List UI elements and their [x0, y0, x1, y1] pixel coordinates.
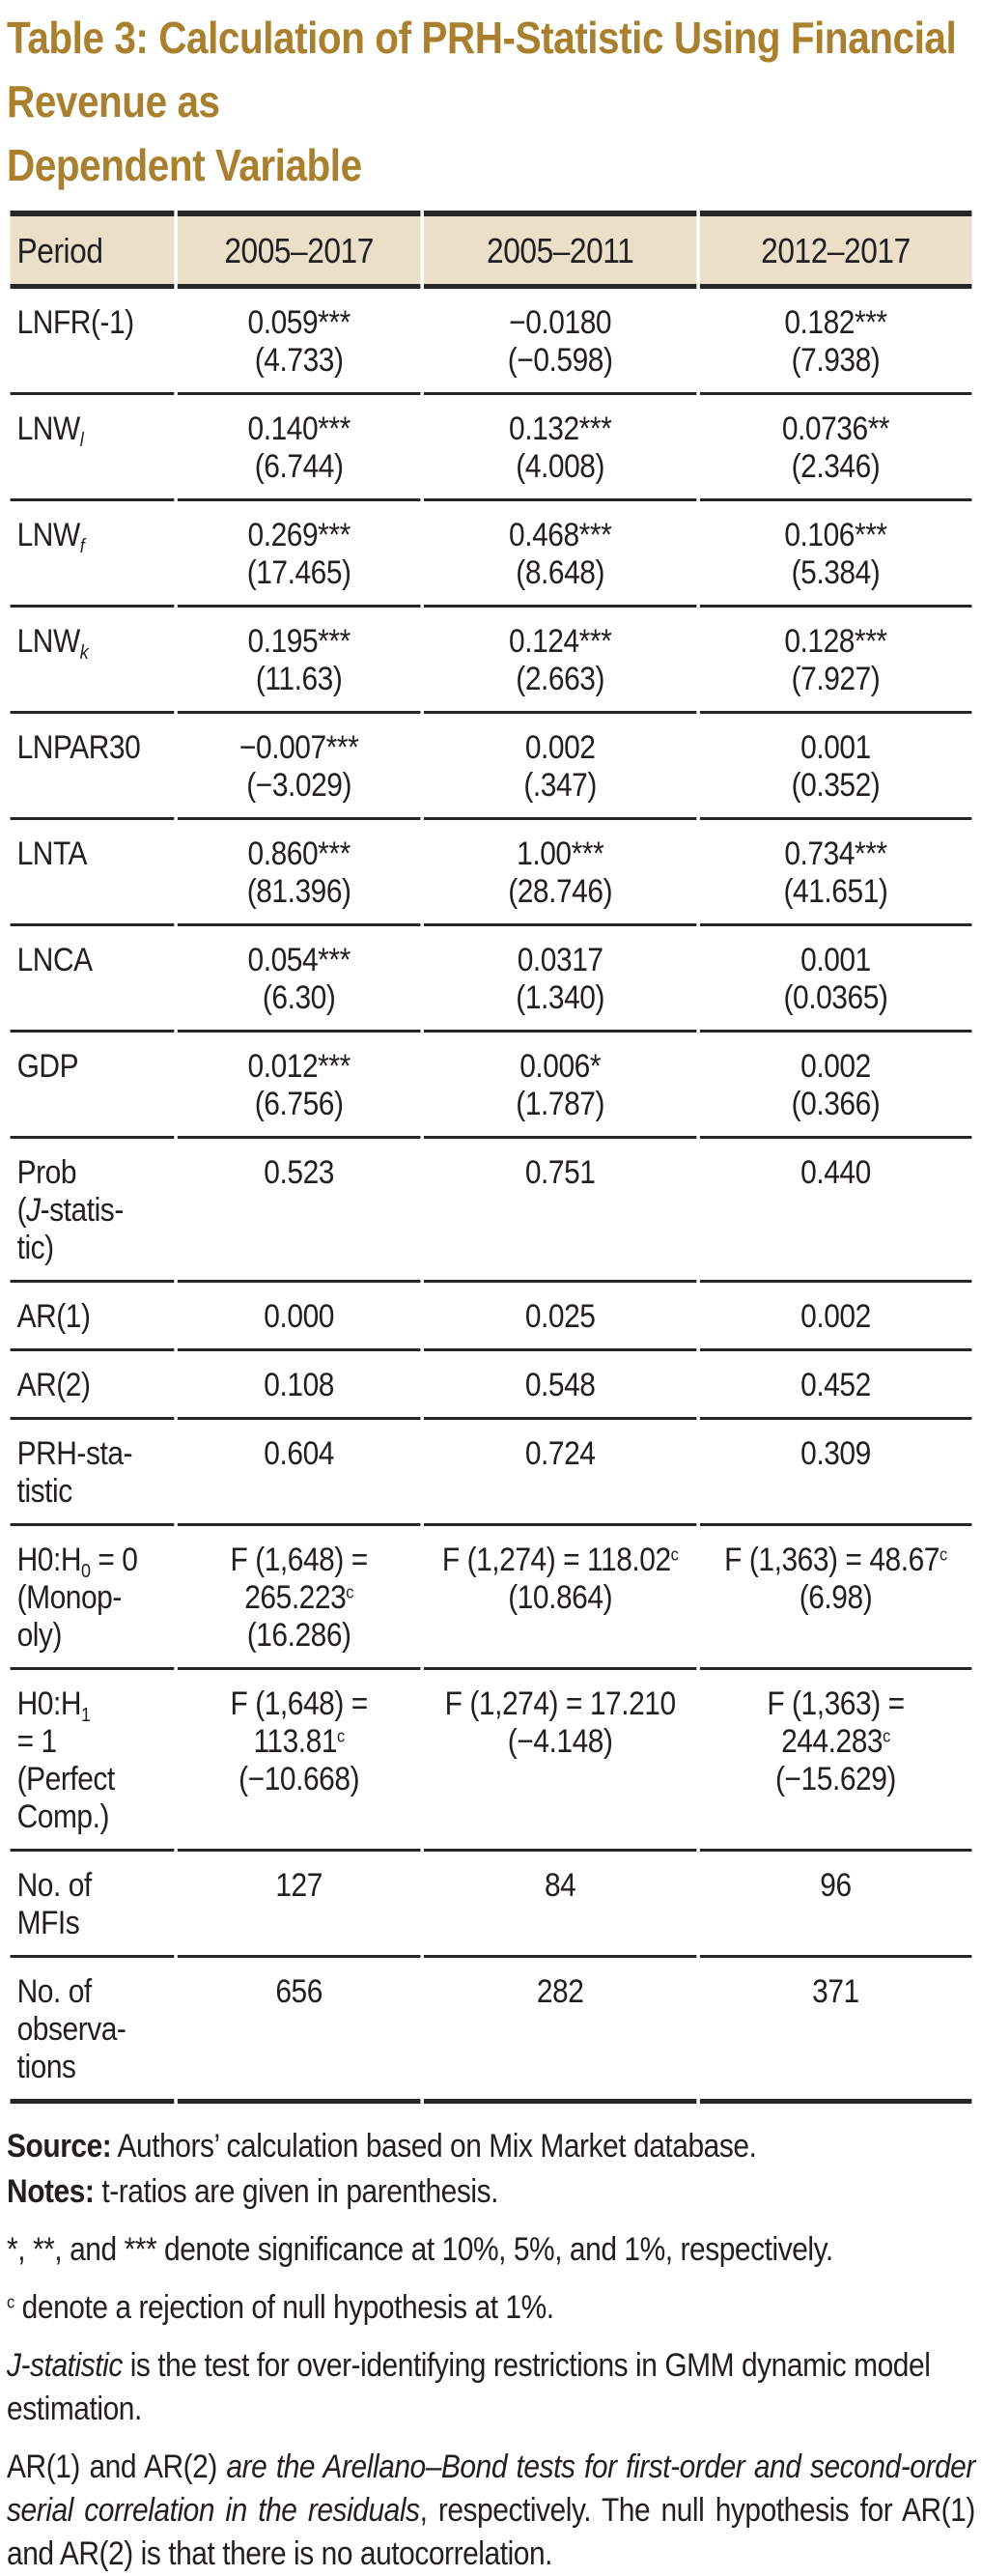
row-label: LNFR(-1) — [10, 289, 175, 395]
row-cell: 0.001 (0.352) — [699, 714, 972, 820]
row-cell: 0.604 — [177, 1420, 421, 1526]
table-row: LNWk 0.195*** (11.63) 0.124*** (2.663) 0.128*… — [10, 608, 972, 714]
column-header-period: Period — [10, 211, 175, 289]
table-row: H0:H1 = 1 (Perfect Comp.) F (1,648) = 113.81c… — [10, 1670, 972, 1852]
row-cell: F (1,274) = 118.02c (10.864) — [424, 1526, 697, 1670]
table-row: GDP 0.012*** (6.756) 0.006* (1.787) 0.002 (0.3… — [10, 1033, 972, 1139]
table-row: No. of observa-tions 656 282 371 — [10, 1958, 972, 2104]
row-cell: 0.195*** (11.63) — [177, 608, 421, 714]
row-cell: 0.054*** (6.30) — [177, 926, 421, 1033]
notes: Source: Authors’ calculation based on Mi… — [7, 2125, 975, 2576]
row-cell: 0.002 (0.366) — [699, 1033, 972, 1139]
column-header-2005-2017: 2005–2017 — [177, 211, 421, 289]
table-row: No. of MFIs 127 84 96 — [10, 1852, 972, 1958]
row-label: LNWk — [10, 608, 175, 714]
row-cell: 1.00*** (28.746) — [424, 820, 697, 926]
row-cell: 0.002 — [699, 1283, 972, 1351]
table-row: LNPAR30 −0.007*** (−3.029) 0.002 (.347) 0.001… — [10, 714, 972, 820]
row-cell: 0.751 — [424, 1139, 697, 1283]
table-row: LNCA 0.054*** (6.30) 0.0317 (1.340) 0.001 (0.0… — [10, 926, 972, 1033]
row-cell: 0.0317 (1.340) — [424, 926, 697, 1033]
row-label: No. of observa-tions — [10, 1958, 175, 2104]
column-header-2012-2017: 2012–2017 — [699, 211, 972, 289]
row-cell: 0.860*** (81.396) — [177, 820, 421, 926]
table-title-line1: Table 3: Calculation of PRH-Statistic Us… — [7, 13, 957, 127]
row-cell: 0.140*** (6.744) — [177, 395, 421, 501]
row-cell: 0.106*** (5.384) — [699, 501, 972, 608]
row-label: PRH-sta-tistic — [10, 1420, 175, 1526]
row-cell: 0.059*** (4.733) — [177, 289, 421, 395]
row-cell: 0.000 — [177, 1283, 421, 1351]
table-title-line2: Dependent Variable — [7, 140, 362, 190]
row-cell: 0.269*** (17.465) — [177, 501, 421, 608]
row-cell: −0.0180 (−0.598) — [424, 289, 697, 395]
row-cell: −0.007*** (−3.029) — [177, 714, 421, 820]
row-label: No. of MFIs — [10, 1852, 175, 1958]
row-cell: F (1,363) = 48.67c (6.98) — [699, 1526, 972, 1670]
table-row: Prob (J-statis-tic) 0.523 0.751 0.440 — [10, 1139, 972, 1283]
row-label: LNCA — [10, 926, 175, 1033]
table-row: H0:H0 = 0 (Monop-oly) F (1,648) = 265.223c(… — [10, 1526, 972, 1670]
row-cell: F (1,274) = 17.210 (−4.148) — [424, 1670, 697, 1852]
row-cell: 0.548 — [424, 1351, 697, 1420]
table-row: LNTA 0.860*** (81.396) 1.00*** (28.746) 0.734… — [10, 820, 972, 926]
row-cell: 0.108 — [177, 1351, 421, 1420]
row-cell: 0.182*** (7.938) — [699, 289, 972, 395]
row-cell: F (1,363) = 244.283c (−15.629) — [699, 1670, 972, 1852]
table-row: AR(1) 0.000 0.025 0.002 — [10, 1283, 972, 1351]
row-label: Prob (J-statis-tic) — [10, 1139, 175, 1283]
row-cell: 0.124*** (2.663) — [424, 608, 697, 714]
row-label: LNWf — [10, 501, 175, 608]
prh-statistics-table: Period 2005–2017 2005–2011 2012–2017 LNF… — [7, 211, 975, 2104]
row-cell: 127 — [177, 1852, 421, 1958]
table-row: LNWf 0.269*** (17.465) 0.468*** (8.648) 0.106… — [10, 501, 972, 608]
note-paragraph: AR(1) and AR(2) are the Arellano–Bond te… — [7, 2449, 975, 2572]
row-cell: 0.012*** (6.756) — [177, 1033, 421, 1139]
table-title: Table 3: Calculation of PRH-Statistic Us… — [0, 0, 982, 211]
row-cell: 84 — [424, 1852, 697, 1958]
row-cell: 0.0736** (2.346) — [699, 395, 972, 501]
row-cell: 0.001 (0.0365) — [699, 926, 972, 1033]
table-row: LNFR(-1) 0.059*** (4.733) −0.0180 (−0.598) 0.… — [10, 289, 972, 395]
row-cell: 371 — [699, 1958, 972, 2104]
note-paragraph: Notes: t-ratios are given in parenthesis… — [7, 2173, 498, 2210]
row-label: H0:H0 = 0 (Monop-oly) — [10, 1526, 175, 1670]
row-cell: 0.309 — [699, 1420, 972, 1526]
row-cell: 0.468*** (8.648) — [424, 501, 697, 608]
row-cell: 656 — [177, 1958, 421, 2104]
column-header-2005-2011: 2005–2011 — [424, 211, 697, 289]
row-cell: 0.025 — [424, 1283, 697, 1351]
row-label: LNWl — [10, 395, 175, 501]
row-cell: 0.006* (1.787) — [424, 1033, 697, 1139]
row-cell: 0.132*** (4.008) — [424, 395, 697, 501]
table-row: AR(2) 0.108 0.548 0.452 — [10, 1351, 972, 1420]
row-cell: 96 — [699, 1852, 972, 1958]
note-paragraph: Source: Authors’ calculation based on Mi… — [7, 2128, 757, 2165]
row-cell: 0.724 — [424, 1420, 697, 1526]
row-label: AR(1) — [10, 1283, 175, 1351]
note-paragraph: *, **, and *** denote significance at 10… — [7, 2231, 833, 2268]
row-cell: 0.734*** (41.651) — [699, 820, 972, 926]
table-row: PRH-sta-tistic 0.604 0.724 0.309 — [10, 1420, 972, 1526]
row-cell: 0.452 — [699, 1351, 972, 1420]
table-row: LNWl 0.140*** (6.744) 0.132*** (4.008) 0.0736… — [10, 395, 972, 501]
row-label: LNPAR30 — [10, 714, 175, 820]
row-cell: 0.128*** (7.927) — [699, 608, 972, 714]
table-header-row: Period 2005–2017 2005–2011 2012–2017 — [10, 211, 972, 289]
note-paragraph: J-statistic is the test for over-identif… — [7, 2347, 931, 2427]
note-paragraph: c denote a rejection of null hypothesis … — [7, 2289, 554, 2326]
row-label: AR(2) — [10, 1351, 175, 1420]
row-cell: 0.002 (.347) — [424, 714, 697, 820]
table-body: LNFR(-1) 0.059*** (4.733) −0.0180 (−0.598) 0.… — [10, 289, 972, 2104]
row-label: H0:H1 = 1 (Perfect Comp.) — [10, 1670, 175, 1852]
row-cell: F (1,648) = 265.223c (16.286) — [177, 1526, 421, 1670]
row-cell: 282 — [424, 1958, 697, 2104]
row-cell: 0.440 — [699, 1139, 972, 1283]
table-header: Period 2005–2017 2005–2011 2012–2017 — [10, 211, 972, 289]
row-cell: F (1,648) = 113.81c (−10.668) — [177, 1670, 421, 1852]
row-label: LNTA — [10, 820, 175, 926]
row-label: GDP — [10, 1033, 175, 1139]
row-cell: 0.523 — [177, 1139, 421, 1283]
